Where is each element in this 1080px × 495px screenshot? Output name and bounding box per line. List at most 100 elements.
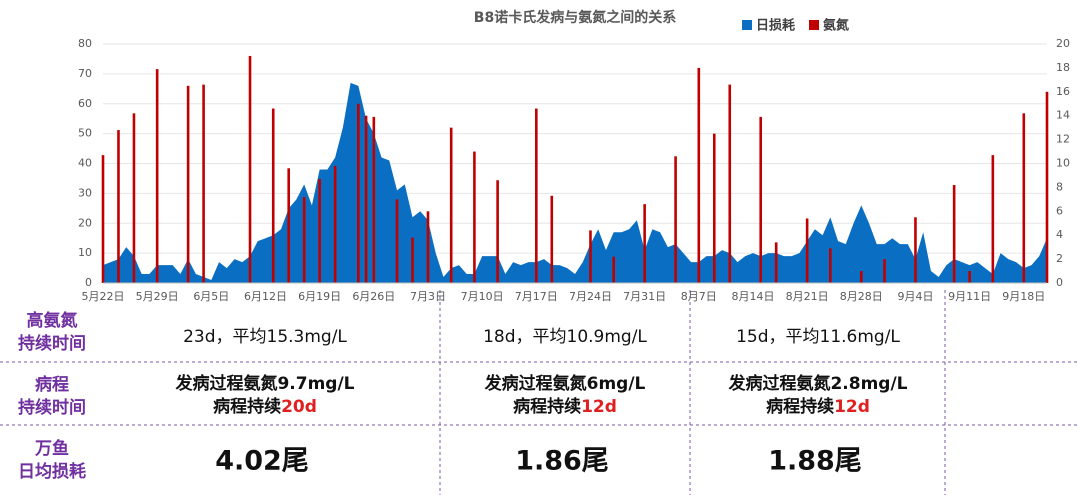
- ammonia-bar: [550, 195, 554, 283]
- y-tick-label: 40: [78, 157, 92, 170]
- ammonia-bar: [829, 248, 832, 283]
- x-tick-label: 7月24日: [569, 290, 612, 303]
- y2-tick-label: 8: [1056, 180, 1063, 193]
- cell: 4.02尾: [215, 446, 309, 477]
- y-tick-label: 50: [78, 127, 92, 140]
- ammonia-bar: [1045, 91, 1049, 283]
- cell-text: 病程持续: [766, 396, 834, 417]
- loss-area: [103, 82, 1047, 284]
- ammonia-bar: [364, 115, 368, 283]
- ammonia-bar: [968, 271, 971, 283]
- ammonia-bar: [117, 130, 120, 283]
- ammonia-bar: [774, 242, 778, 283]
- ammonia-bar: [697, 67, 701, 284]
- x-tick-label: 7月17日: [515, 290, 558, 303]
- ammonia-bar: [202, 84, 205, 283]
- ammonia-bar: [271, 108, 275, 283]
- ammonia-bar: [952, 185, 956, 283]
- ammonia-bar: [759, 116, 763, 284]
- row-label: 日均损耗: [18, 461, 86, 482]
- cell: 病程持续12d: [513, 396, 617, 417]
- x-tick-label: 6月5日: [193, 290, 229, 303]
- x-tick-label: 6月19日: [298, 290, 341, 303]
- ammonia-bar: [1022, 113, 1026, 283]
- y2-tick-label: 4: [1056, 228, 1063, 241]
- cell: 1.88尾: [768, 446, 862, 477]
- ammonia-bar: [426, 211, 430, 283]
- x-tick-label: 7月10日: [461, 290, 504, 303]
- y-tick-label: 20: [78, 216, 92, 229]
- x-tick-label: 8月28日: [840, 290, 883, 303]
- y2-tick-label: 6: [1056, 204, 1063, 217]
- row-label: 高氨氮: [27, 310, 78, 331]
- ammonia-bar: [612, 256, 615, 283]
- cell: 发病过程氨氮6mg/L: [484, 373, 646, 394]
- y2-tick-label: 14: [1056, 109, 1070, 122]
- x-tick-label: 6月12日: [244, 290, 287, 303]
- cell-text: 病程持续: [213, 396, 281, 417]
- chart-title: B8诺卡氏发病与氨氮之间的关系: [474, 9, 676, 26]
- row-label: 万鱼: [34, 438, 69, 459]
- ammonia-bar: [101, 155, 105, 283]
- y2-tick-label: 20: [1056, 37, 1070, 50]
- y-tick-label: 80: [78, 37, 92, 50]
- row-label: 病程: [35, 374, 69, 395]
- x-tick-label: 5月22日: [82, 290, 125, 303]
- ammonia-bar: [535, 108, 538, 283]
- highlight: 20d: [281, 397, 317, 417]
- x-tick-label: 6月26日: [352, 290, 395, 303]
- y2-tick-label: 2: [1056, 252, 1063, 265]
- y2-tick-label: 0: [1056, 276, 1063, 289]
- ammonia-bar: [302, 196, 306, 283]
- y2-tick-label: 12: [1056, 133, 1070, 146]
- legend-label: 氨氮: [822, 18, 849, 34]
- ammonia-bar: [991, 155, 995, 283]
- legend-swatch: [742, 20, 752, 30]
- ammonia-bar: [496, 180, 499, 283]
- cell: 23d，平均15.3mg/L: [183, 327, 347, 347]
- highlight: 12d: [581, 397, 617, 417]
- x-tick-label: 5月29日: [136, 290, 179, 303]
- cell: 18d，平均10.9mg/L: [483, 327, 647, 347]
- table: 高氨氮 持续时间 23d，平均15.3mg/L 18d，平均10.9mg/L 1…: [0, 290, 1080, 495]
- ammonia-bar: [674, 156, 677, 283]
- row-label: 持续时间: [18, 333, 86, 354]
- ammonia-bar: [395, 199, 399, 283]
- x-tick-label: 9月18日: [1002, 290, 1045, 303]
- ammonia-bar: [449, 127, 453, 284]
- ammonia-bar: [728, 84, 732, 283]
- ammonia-bar: [411, 237, 414, 283]
- ammonia-bar: [589, 230, 592, 283]
- y-tick-label: 30: [78, 186, 92, 199]
- x-tick-label: 9月4日: [897, 290, 933, 303]
- ammonia-bar: [372, 116, 376, 284]
- cell-text: 病程持续: [513, 396, 581, 417]
- ammonia-bar: [248, 55, 252, 284]
- ammonia-bar: [357, 103, 360, 283]
- ammonia-bar: [333, 165, 337, 283]
- ammonia-bar: [914, 217, 917, 283]
- x-tick-label: 8月7日: [681, 290, 717, 303]
- legend-label: 日损耗: [756, 18, 795, 34]
- x-tick-label: 7月31日: [623, 290, 666, 303]
- cell: 病程持续20d: [213, 396, 317, 417]
- ammonia-bar: [287, 168, 291, 283]
- cell: 发病过程氨氮9.7mg/L: [174, 373, 354, 394]
- cell: 发病过程氨氮2.8mg/L: [727, 373, 907, 394]
- x-tick-label: 8月21日: [786, 290, 829, 303]
- row-label: 持续时间: [18, 397, 86, 418]
- ammonia-bar: [186, 85, 190, 283]
- y-tick-label: 10: [78, 246, 92, 259]
- highlight: 12d: [834, 397, 870, 417]
- y-tick-label: 60: [78, 97, 92, 110]
- ammonia-bar: [643, 204, 646, 283]
- ammonia-bar: [155, 69, 159, 283]
- ammonia-bar: [805, 218, 809, 283]
- y2-tick-label: 16: [1056, 85, 1070, 98]
- x-tick-label: 7月3日: [410, 290, 446, 303]
- ammonia-bar: [712, 133, 716, 283]
- y-tick-label: 70: [78, 67, 92, 80]
- ammonia-bar: [132, 113, 136, 283]
- ammonia-bar: [883, 259, 886, 283]
